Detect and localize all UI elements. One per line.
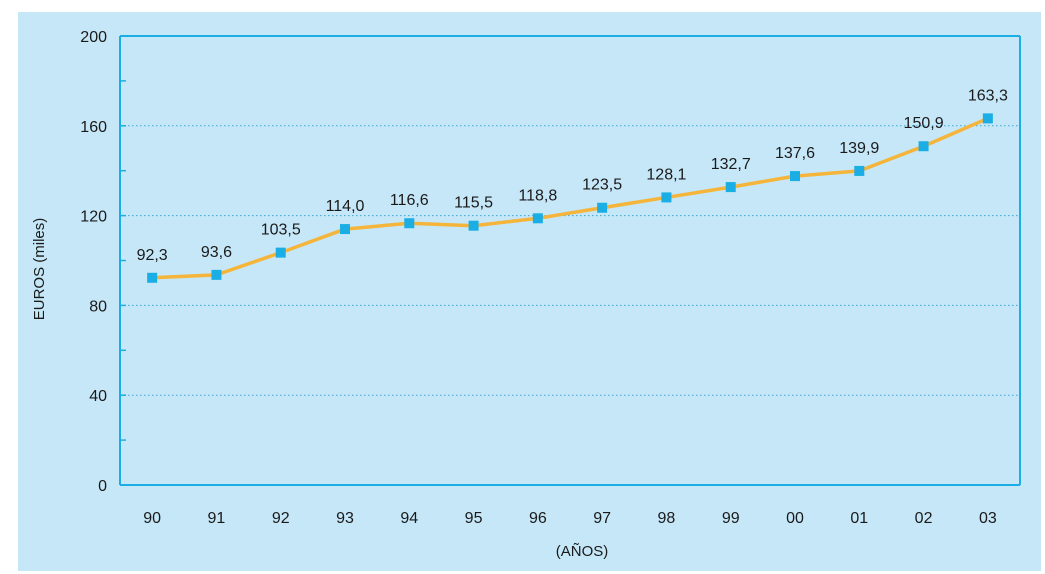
x-tick-label-01: 01 — [850, 510, 868, 527]
data-label-01: 139,9 — [839, 140, 879, 157]
data-point-99 — [725, 182, 736, 193]
data-point-97 — [597, 202, 608, 213]
data-point-92 — [275, 247, 286, 258]
chart-background — [18, 12, 1041, 571]
data-label-90: 92,3 — [137, 247, 168, 264]
x-tick-label-97: 97 — [593, 510, 611, 527]
data-label-00: 137,6 — [775, 145, 815, 162]
x-axis-title: (AÑOS) — [556, 543, 609, 560]
data-label-93: 114,0 — [326, 198, 365, 215]
data-point-91 — [211, 269, 222, 280]
data-label-02: 150,9 — [904, 115, 944, 132]
data-label-95: 115,5 — [454, 195, 493, 212]
data-label-97: 123,5 — [582, 177, 622, 194]
x-tick-label-95: 95 — [465, 510, 483, 527]
data-label-96: 118,8 — [518, 187, 557, 204]
y-tick-label-40: 40 — [89, 388, 107, 405]
data-label-99: 132,7 — [711, 156, 751, 173]
x-tick-label-90: 90 — [143, 510, 161, 527]
data-label-94: 116,6 — [390, 192, 429, 209]
data-point-98 — [661, 192, 672, 203]
x-tick-label-96: 96 — [529, 510, 547, 527]
data-point-90 — [147, 272, 158, 283]
y-tick-labels: 0 40 80 120 160 200 — [80, 29, 107, 495]
x-tick-label-00: 00 — [786, 510, 804, 527]
y-tick-label-160: 160 — [80, 119, 107, 136]
data-label-98: 128,1 — [646, 166, 686, 183]
axes — [119, 35, 1021, 486]
data-label-92: 103,5 — [261, 222, 301, 239]
data-label-91: 93,6 — [201, 244, 232, 261]
data-labels: 92,3 93,6 103,5 114,0 116,6 115,5 118,8 123,5 12… — [137, 87, 1008, 263]
y-tick-label-200: 200 — [80, 29, 107, 46]
x-tick-labels: 90 91 92 93 94 95 96 97 98 99 00 01 02 03 — [143, 510, 997, 527]
y-tick-label-80: 80 — [89, 298, 107, 315]
data-point-96 — [532, 213, 543, 224]
x-tick-label-92: 92 — [272, 510, 290, 527]
series-line — [150, 116, 990, 280]
data-point-03 — [982, 113, 993, 124]
data-point-94 — [404, 218, 415, 229]
x-tick-label-94: 94 — [400, 510, 418, 527]
x-tick-label-02: 02 — [915, 510, 933, 527]
data-point-00 — [790, 171, 800, 182]
data-point-95 — [468, 220, 479, 231]
y-axis-title: EUROS (miles) — [31, 218, 48, 321]
data-point-93 — [340, 224, 350, 235]
x-tick-label-99: 99 — [722, 510, 740, 527]
x-tick-label-93: 93 — [336, 510, 354, 527]
data-label-03: 163,3 — [968, 87, 1008, 104]
x-tick-label-91: 91 — [208, 510, 226, 527]
y-tick-label-120: 120 — [80, 209, 107, 226]
data-point-02 — [918, 141, 929, 152]
y-tick-label-0: 0 — [98, 478, 107, 495]
x-tick-label-03: 03 — [979, 510, 997, 527]
data-point-01 — [854, 165, 865, 176]
series — [147, 113, 993, 283]
x-tick-label-98: 98 — [658, 510, 676, 527]
